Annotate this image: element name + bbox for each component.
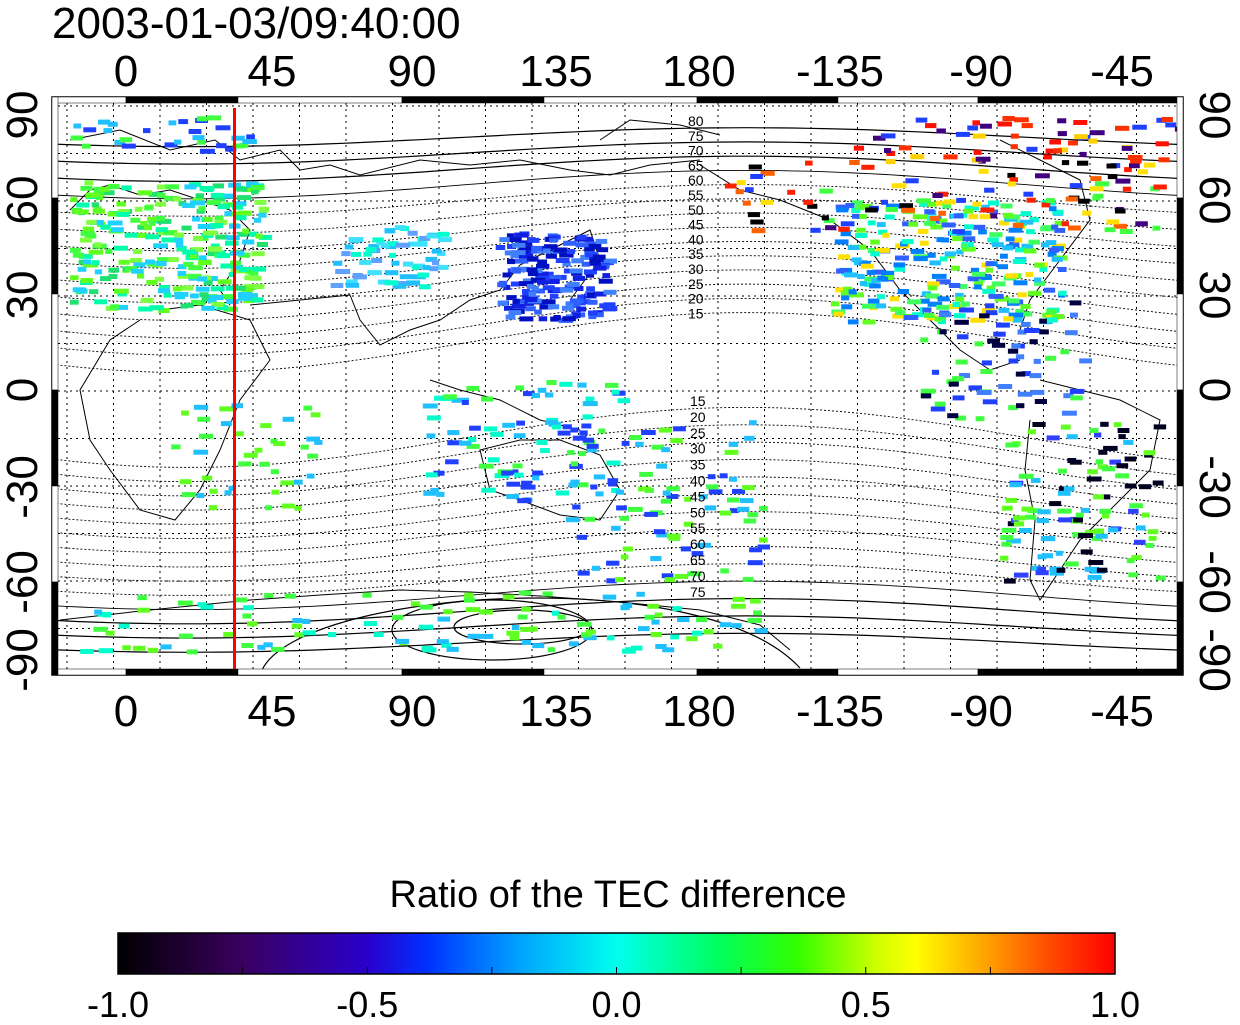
contour-label-south: 20 xyxy=(690,409,706,425)
y-tick-label-right: 90 xyxy=(1190,90,1239,140)
contour-label-south: 45 xyxy=(690,488,706,504)
x-tick-label-top: 135 xyxy=(519,47,593,96)
contour-label-north: 35 xyxy=(688,246,704,262)
y-tick-label-right: -90 xyxy=(1190,628,1239,692)
contour-label-north: 20 xyxy=(688,291,704,307)
tec-data-cells xyxy=(70,115,1183,655)
colorbar xyxy=(117,932,1116,975)
colorbar-title: Ratio of the TEC difference xyxy=(389,874,847,916)
y-tick-label-left: 90 xyxy=(0,90,47,140)
colorbar-label: 0.0 xyxy=(591,984,642,1025)
y-tick-label-left: 60 xyxy=(0,175,47,225)
contour-label-south: 15 xyxy=(690,393,706,409)
y-tick-label-right: -30 xyxy=(1190,455,1239,519)
contour-label-south: 40 xyxy=(690,473,706,489)
contour-label-south: 30 xyxy=(690,441,706,457)
contour-label-south: 55 xyxy=(690,520,706,536)
x-tick-label-bottom: 90 xyxy=(387,687,437,736)
contour-label-north: 70 xyxy=(688,143,704,159)
x-tick-label-top: -45 xyxy=(1090,47,1154,96)
contour-label-north: 75 xyxy=(688,128,704,144)
x-tick-label-bottom: -90 xyxy=(949,687,1013,736)
x-tick-label-bottom: -135 xyxy=(795,687,885,736)
y-tick-label-left: -90 xyxy=(0,628,47,692)
y-tick-label-left: 30 xyxy=(0,270,47,320)
contour-label-north: 40 xyxy=(688,231,704,247)
contour-label-south: 25 xyxy=(690,425,706,441)
x-tick-label-top: 0 xyxy=(113,47,139,96)
contour-label-south: 50 xyxy=(690,504,706,520)
colorbar-label: -1.0 xyxy=(86,984,150,1025)
contour-label-north: 15 xyxy=(688,305,704,321)
y-tick-label-left: -30 xyxy=(0,455,47,519)
x-tick-label-top: 45 xyxy=(247,47,297,96)
x-tick-label-top: -135 xyxy=(795,47,885,96)
y-tick-label-right: 60 xyxy=(1190,175,1239,225)
contour-label-north: 30 xyxy=(688,261,704,277)
contour-labels: 8075706560555045403530252015152025303540… xyxy=(688,113,706,600)
x-tick-label-bottom: 135 xyxy=(519,687,593,736)
x-tick-label-bottom: 180 xyxy=(662,687,736,736)
colorbar-label: 0.5 xyxy=(840,984,891,1025)
y-tick-label-left: -60 xyxy=(0,550,47,614)
x-tick-label-bottom: 0 xyxy=(113,687,139,736)
axis-bars xyxy=(51,96,1184,676)
x-tick-label-top: -90 xyxy=(949,47,1013,96)
x-tick-label-top: 180 xyxy=(662,47,736,96)
y-tick-label-left: 0 xyxy=(0,377,47,403)
contour-label-south: 75 xyxy=(690,584,706,600)
y-tick-label-right: -60 xyxy=(1190,550,1239,614)
x-tick-label-bottom: 45 xyxy=(247,687,297,736)
colorbar-ticks xyxy=(117,967,1116,974)
timestamp-title: 2003-01-03/09:40:00 xyxy=(52,0,461,48)
contour-label-south: 60 xyxy=(690,536,706,552)
contour-label-north: 45 xyxy=(688,217,704,233)
contour-label-north: 25 xyxy=(688,276,704,292)
contour-label-south: 70 xyxy=(690,568,706,584)
y-tick-label-right: 0 xyxy=(1190,377,1239,403)
contour-label-north: 65 xyxy=(688,157,704,173)
y-tick-label-right: 30 xyxy=(1190,270,1239,320)
contour-label-north: 55 xyxy=(688,187,704,203)
contour-label-north: 60 xyxy=(688,172,704,188)
colorbar-label: -0.5 xyxy=(336,984,399,1025)
colorbar-label: 1.0 xyxy=(1089,984,1141,1025)
x-tick-label-top: 90 xyxy=(387,47,437,96)
contour-label-south: 35 xyxy=(690,457,706,473)
contour-label-south: 65 xyxy=(690,552,706,568)
contour-label-north: 80 xyxy=(688,113,704,129)
x-tick-label-bottom: -45 xyxy=(1090,687,1154,736)
contour-label-north: 50 xyxy=(688,202,704,218)
